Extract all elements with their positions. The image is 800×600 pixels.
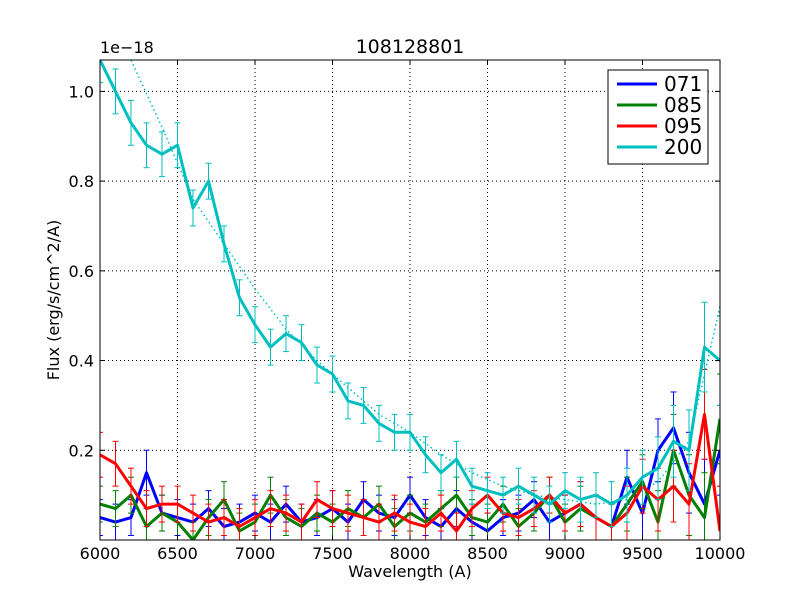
ticks: 6000 6500 7000 7500 8000 8500 9000 9500 10000 0.2… xyxy=(69,60,746,563)
y-tick-label: 0.4 xyxy=(69,352,94,371)
offset-label: 1e−18 xyxy=(100,38,154,57)
legend-label-095: 095 xyxy=(664,114,702,138)
x-tick-label: 8500 xyxy=(467,544,508,563)
series-line-200 xyxy=(100,60,720,506)
series-line-095 xyxy=(100,412,720,533)
data-area xyxy=(100,60,720,540)
x-tick-label: 8000 xyxy=(390,544,431,563)
y-tick-label: 0.8 xyxy=(69,172,94,191)
y-tick-label: 1.0 xyxy=(69,82,94,101)
x-tick-label: 9500 xyxy=(622,544,663,563)
y-axis-label: Flux (erg/s/cm^2/A) xyxy=(44,220,63,381)
x-tick-label: 7000 xyxy=(235,544,276,563)
y-tick-label: 0.2 xyxy=(69,441,94,460)
series-200 xyxy=(100,60,720,528)
y-tick-label: 0.6 xyxy=(69,262,94,281)
x-axis-label: Wavelength (A) xyxy=(348,562,471,581)
legend-label-085: 085 xyxy=(664,93,702,117)
x-tick-label: 9000 xyxy=(545,544,586,563)
legend-label-071: 071 xyxy=(664,72,702,96)
chart-title: 108128801 xyxy=(356,36,465,58)
x-tick-label: 6500 xyxy=(157,544,198,563)
series-095 xyxy=(100,369,720,540)
legend-label-200: 200 xyxy=(664,135,702,159)
x-tick-label: 7500 xyxy=(312,544,353,563)
x-tick-label: 6000 xyxy=(80,544,121,563)
x-tick-label: 10000 xyxy=(695,544,746,563)
